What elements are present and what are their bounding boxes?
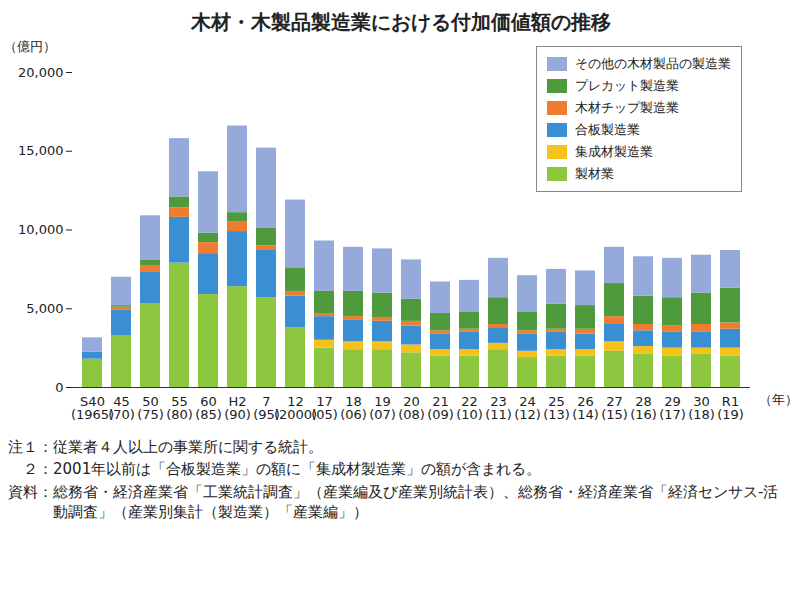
svg-text:17(05): 17(05) xyxy=(311,394,338,422)
html-text:木材チップ製造業: 木材チップ製造業 xyxy=(575,100,679,115)
html-text:(1965): (1965) xyxy=(70,406,115,422)
svg-text:R1(19): R1(19) xyxy=(717,394,744,422)
html-text:(2000): (2000) xyxy=(273,406,318,422)
svg-text:23(11): 23(11) xyxy=(485,394,512,422)
svg-text:50(75): 50(75) xyxy=(137,394,164,422)
html-text:２：2001年以前は「合板製造業」の額に「集成材製造業」の額: ２：2001年以前は「合板製造業」の額に「集成材製造業」の額が含まれる。 xyxy=(23,460,542,479)
svg-text:H2(90): H2(90) xyxy=(224,394,251,422)
svg-text:10,000: 10,000 xyxy=(18,222,64,237)
svg-text:19(07): 19(07) xyxy=(369,394,396,422)
html-text:注１：従業者４人以上の事業所に関する統計。: 注１：従業者４人以上の事業所に関する統計。 xyxy=(8,438,323,456)
svg-text:20,000: 20,000 xyxy=(18,65,64,80)
html-text:資料：総務省・経済産業省「工業統計調査」（産業編及び産業別統: 資料：総務省・経済産業省「工業統計調査」（産業編及び産業別統計表）、総務省・経済… xyxy=(8,482,779,521)
svg-text:0: 0 xyxy=(55,380,63,395)
svg-text:25(13): 25(13) xyxy=(543,394,570,422)
svg-text:18(06): 18(06) xyxy=(340,394,367,422)
svg-text:5,000: 5,000 xyxy=(26,301,63,316)
svg-text:27(15): 27(15) xyxy=(601,394,628,422)
html-text:集成材製造業: 集成材製造業 xyxy=(575,144,653,159)
html-text:12: 12 xyxy=(287,393,304,409)
html-text:合板製造業: 合板製造業 xyxy=(575,122,640,137)
svg-text:28(16): 28(16) xyxy=(630,394,657,422)
svg-text:29(17): 29(17) xyxy=(659,394,686,422)
html-text:プレカット製造業: プレカット製造業 xyxy=(575,78,679,93)
svg-text:60(85): 60(85) xyxy=(195,394,222,422)
html-text:(95): (95) xyxy=(253,406,280,422)
svg-text:（年）: （年） xyxy=(759,392,798,407)
html-text:製材業: 製材業 xyxy=(575,166,614,181)
html-text:S40: S40 xyxy=(80,393,105,409)
html-text:7: 7 xyxy=(262,393,271,409)
svg-text:26(14): 26(14) xyxy=(572,394,599,422)
html-text:木材・木製品製造業における付加価値額の推移: 木材・木製品製造業における付加価値額の推移 xyxy=(191,10,611,34)
svg-text:45(70): 45(70) xyxy=(108,394,135,422)
svg-text:24(12): 24(12) xyxy=(514,394,541,422)
svg-text:20(08): 20(08) xyxy=(398,394,425,422)
svg-text:（億円）: （億円） xyxy=(4,39,56,54)
svg-text:30(18): 30(18) xyxy=(688,394,715,422)
svg-text:21(09): 21(09) xyxy=(427,394,454,422)
svg-text:15,000: 15,000 xyxy=(18,143,64,158)
svg-text:22(10): 22(10) xyxy=(456,394,483,422)
html-text:その他の木材製品の製造業: その他の木材製品の製造業 xyxy=(575,56,731,71)
svg-text:55(80): 55(80) xyxy=(166,394,193,422)
